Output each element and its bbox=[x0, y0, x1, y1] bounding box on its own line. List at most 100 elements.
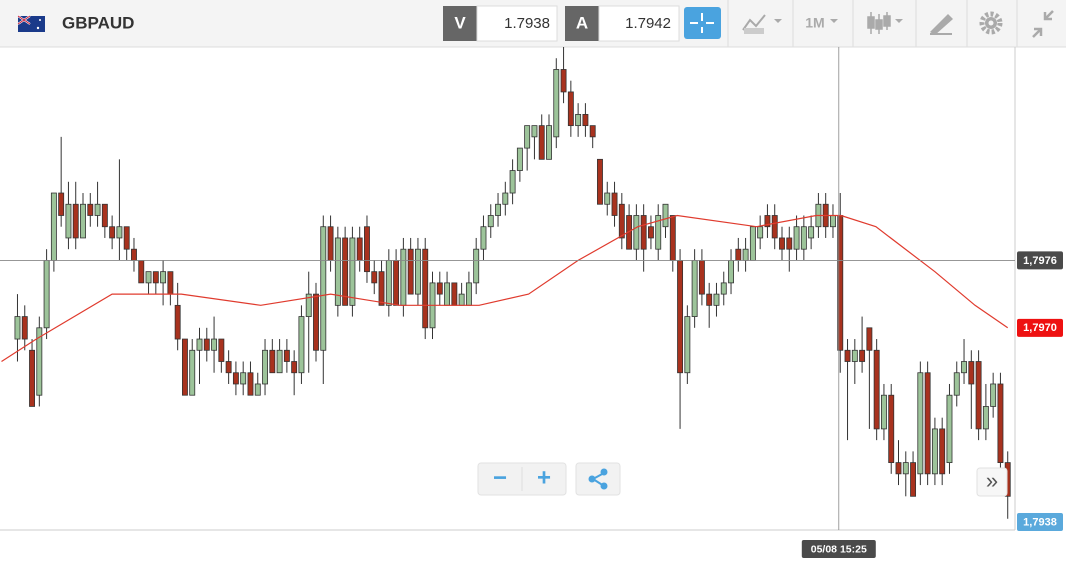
crosshair-x-label: 05/08 15:25 bbox=[811, 543, 867, 555]
candle-body bbox=[29, 349, 35, 407]
candle-body bbox=[830, 215, 836, 228]
candle-body bbox=[662, 203, 669, 228]
candle-body bbox=[291, 361, 298, 374]
candle-body bbox=[356, 237, 363, 261]
candle-body bbox=[582, 113, 589, 127]
candle-body bbox=[553, 69, 560, 138]
candle-body bbox=[371, 271, 378, 284]
scroll-button-box[interactable] bbox=[976, 467, 1008, 497]
candle-body bbox=[735, 248, 742, 261]
candle-body bbox=[203, 338, 210, 351]
ask-tag: A bbox=[576, 13, 588, 32]
price-label-box bbox=[1017, 318, 1063, 337]
candle-body bbox=[276, 349, 283, 374]
candle-body bbox=[575, 113, 582, 127]
plot bbox=[1, 47, 1011, 519]
candle-body bbox=[495, 203, 501, 216]
candle-body bbox=[269, 349, 276, 374]
candle-body bbox=[655, 215, 662, 250]
candle-body bbox=[94, 203, 101, 216]
candle-body bbox=[647, 226, 654, 239]
ask-tag-box bbox=[565, 6, 599, 41]
candle-body bbox=[633, 215, 640, 250]
bid-box[interactable] bbox=[476, 5, 558, 42]
price-label: 1,7970 bbox=[1023, 322, 1057, 334]
candle-body bbox=[116, 226, 123, 239]
candle-body bbox=[844, 349, 851, 362]
scroll-end[interactable]: » bbox=[986, 468, 998, 493]
candle-body bbox=[451, 282, 458, 306]
candle-body bbox=[851, 349, 858, 362]
candle-body bbox=[698, 260, 705, 295]
candle-body bbox=[975, 361, 982, 430]
candle-body bbox=[728, 260, 734, 284]
crosshair-y-label: 1,7976 bbox=[1023, 255, 1057, 267]
candle-body bbox=[487, 215, 494, 228]
candle-body bbox=[669, 215, 676, 261]
crosshair-y-label-box bbox=[1017, 251, 1063, 270]
candle-body bbox=[611, 192, 618, 216]
candle-body bbox=[618, 203, 625, 239]
candle-body bbox=[720, 282, 727, 295]
candle-body bbox=[713, 293, 720, 306]
candle-body bbox=[342, 237, 349, 306]
candle-body bbox=[87, 203, 94, 216]
zoom-in[interactable]: + bbox=[537, 464, 551, 491]
zoom-out[interactable]: − bbox=[493, 464, 507, 491]
candle-body bbox=[65, 203, 72, 239]
candle-body bbox=[14, 316, 21, 340]
candle-body bbox=[225, 361, 232, 374]
candle-body bbox=[910, 462, 917, 497]
candle-body bbox=[902, 462, 909, 475]
candle-style-button[interactable] bbox=[867, 12, 903, 34]
candle-body bbox=[283, 349, 290, 362]
collapse-button[interactable] bbox=[1032, 10, 1054, 38]
candle-body bbox=[939, 428, 946, 475]
candle-body bbox=[786, 237, 793, 250]
candle-body bbox=[400, 248, 407, 306]
candle-body bbox=[43, 260, 50, 329]
candle-body bbox=[509, 170, 516, 194]
candle-body bbox=[888, 394, 895, 464]
share-button[interactable] bbox=[575, 462, 621, 496]
candle-body bbox=[80, 203, 86, 239]
candle-body bbox=[313, 293, 319, 351]
candle-body bbox=[305, 293, 312, 317]
candle-body bbox=[917, 372, 924, 475]
timeframe[interactable]: 1M bbox=[805, 15, 824, 31]
draw-button[interactable] bbox=[930, 14, 953, 35]
candle-body bbox=[968, 361, 975, 385]
candle-body bbox=[349, 237, 356, 306]
candle-body bbox=[800, 226, 807, 250]
toolbar-separators bbox=[727, 0, 1018, 47]
candle-body bbox=[502, 192, 509, 205]
candle-body bbox=[567, 91, 574, 127]
settings-button[interactable] bbox=[979, 11, 1003, 35]
candle-body bbox=[880, 394, 887, 430]
candle-body bbox=[262, 349, 268, 385]
candle-body bbox=[232, 372, 239, 385]
candle-body bbox=[924, 372, 931, 475]
candle-body bbox=[50, 192, 57, 261]
candle-body bbox=[393, 260, 400, 306]
crosshair-x-label-box bbox=[801, 540, 876, 558]
candle-body bbox=[465, 282, 472, 306]
ask-price: 1.7942 bbox=[625, 15, 671, 32]
candle-body bbox=[982, 406, 989, 430]
crosshair-button[interactable] bbox=[684, 7, 721, 39]
chart-type-button[interactable] bbox=[742, 14, 782, 34]
candle-body bbox=[334, 237, 341, 306]
candle-body bbox=[109, 226, 116, 239]
symbol: GBPAUD bbox=[62, 13, 134, 32]
candle-body bbox=[385, 260, 392, 306]
candle-body bbox=[640, 215, 647, 250]
ask-box[interactable] bbox=[598, 5, 680, 42]
candle-body bbox=[560, 69, 567, 93]
candle-body bbox=[189, 349, 196, 396]
candle-body bbox=[961, 361, 967, 374]
candle-body bbox=[757, 226, 764, 239]
candle-body bbox=[138, 260, 145, 284]
candle-body bbox=[254, 383, 261, 396]
